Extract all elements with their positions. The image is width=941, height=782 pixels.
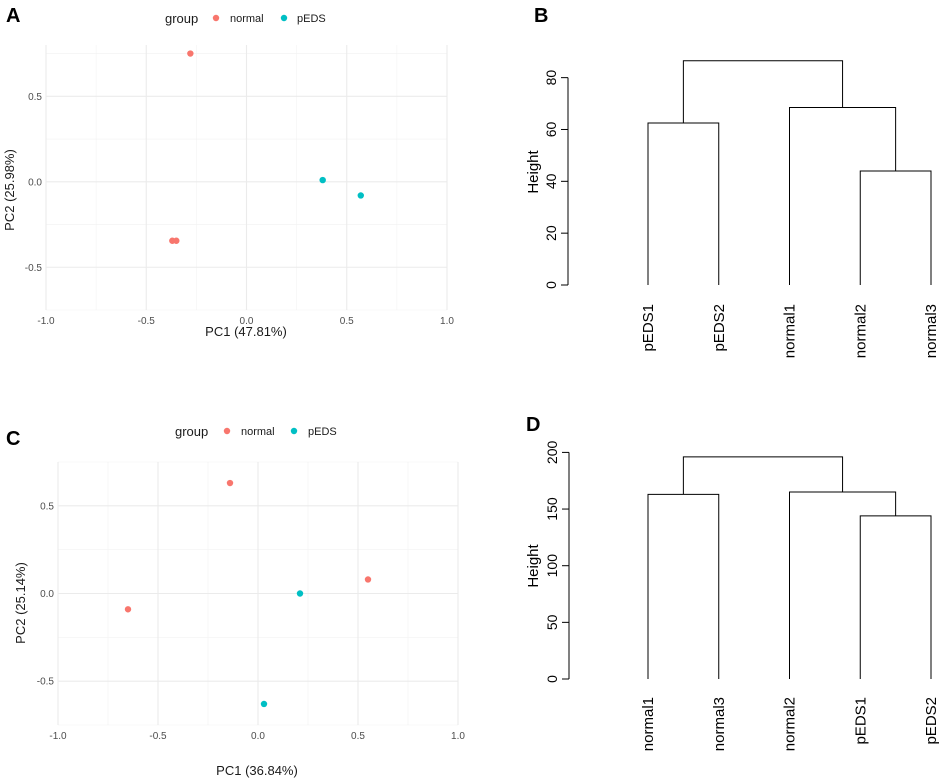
y-axis-title: PC2 (25.14%) <box>13 562 28 644</box>
dendrogram-links <box>647 456 932 679</box>
legend-label-normal: normal <box>230 13 264 25</box>
y-tick-label: 20 <box>543 225 559 241</box>
x-tick-labels: -1.0 -0.5 0.0 0.5 1.0 <box>49 731 465 742</box>
y-tick-label: 40 <box>543 173 559 189</box>
panel-letter-b: B <box>534 5 548 27</box>
dendrogram-b: 0 20 40 60 80 pEDS1 pEDS2 normal1 normal2 normal… <box>525 60 940 358</box>
legend-swatch-normal <box>212 14 220 22</box>
x-tick-label: -1.0 <box>37 316 55 327</box>
y-tick-label: 100 <box>544 554 560 578</box>
x-tick-label: 0.5 <box>351 731 365 742</box>
data-point-normal <box>364 576 372 583</box>
data-point-peds <box>319 176 326 184</box>
y-tick-label: 60 <box>543 121 559 137</box>
x-tick-label: 1.0 <box>451 731 465 742</box>
data-point-normal <box>173 237 180 244</box>
y-axis: 0 50 100 150 200 <box>544 441 570 683</box>
y-tick-label: 0 <box>544 675 560 683</box>
legend-label-peds: pEDS <box>297 13 326 25</box>
y-axis: 0 20 40 60 80 <box>543 70 569 289</box>
leaf-label: normal1 <box>640 697 657 751</box>
dendrogram-link <box>647 493 720 679</box>
y-tick-label: 0.0 <box>40 589 54 600</box>
data-point-peds <box>296 590 304 597</box>
y-tick-labels: 0.5 0.0 -0.5 <box>25 92 43 274</box>
y-axis-title: Height <box>525 149 542 193</box>
leaf-label: pEDS2 <box>711 304 728 352</box>
data-point-normal <box>124 606 132 613</box>
x-tick-label: -1.0 <box>49 731 67 742</box>
legend-label-peds: pEDS <box>308 426 337 438</box>
leaf-label: normal3 <box>711 697 728 751</box>
legend-title: group <box>165 11 198 26</box>
y-tick-label: 80 <box>543 70 559 86</box>
leaf-labels: pEDS1 pEDS2 normal1 normal2 normal3 <box>640 304 940 358</box>
leaf-label: normal1 <box>782 304 799 358</box>
leaf-label: normal3 <box>923 304 940 358</box>
x-tick-label: 0.5 <box>340 316 354 327</box>
y-tick-label: 200 <box>544 441 560 465</box>
legend-title: group <box>175 424 208 439</box>
y-tick-label: 0.0 <box>28 177 42 188</box>
dendrogram-link <box>859 515 932 679</box>
y-axis-title: PC2 (25.98%) <box>2 149 17 231</box>
pca-plot-a: -1.0 -0.5 0.0 0.5 1.0 0.5 0.0 -0.5 PC1 (47.81%… <box>2 11 454 339</box>
y-axis-title: Height <box>525 543 542 587</box>
x-axis-title: PC1 (36.84%) <box>216 763 298 778</box>
grid-lines <box>45 45 448 311</box>
y-tick-label: -0.5 <box>37 677 55 688</box>
dendrogram-d: 0 50 100 150 200 normal1 normal3 normal2 pEDS1 p… <box>525 441 940 752</box>
data-points <box>124 479 372 708</box>
x-tick-label: -0.5 <box>149 731 167 742</box>
data-point-peds <box>357 192 364 199</box>
leaf-labels: normal1 normal3 normal2 pEDS1 pEDS2 <box>640 697 940 751</box>
grid-lines <box>57 461 459 726</box>
legend-swatch-peds <box>280 14 288 22</box>
panel-letter-c: C <box>6 428 20 450</box>
pca-plot-c: -1.0 -0.5 0.0 0.5 1.0 0.5 0.0 -0.5 PC1 (36.84%… <box>13 424 465 778</box>
leaf-label: pEDS1 <box>640 304 657 352</box>
x-tick-label: -0.5 <box>138 316 156 327</box>
dendrogram-link <box>859 170 932 285</box>
data-point-normal <box>187 50 194 57</box>
x-tick-labels: -1.0 -0.5 0.0 0.5 1.0 <box>37 316 454 327</box>
legend-label-normal: normal <box>241 426 275 438</box>
leaf-label: normal2 <box>782 697 799 751</box>
legend-swatch-peds <box>290 427 298 435</box>
x-tick-label: 1.0 <box>440 316 454 327</box>
dendrogram-link <box>682 60 844 124</box>
data-points <box>169 50 364 244</box>
x-tick-label: 0.0 <box>251 731 265 742</box>
y-tick-label: 150 <box>544 497 560 521</box>
y-tick-labels: 0.5 0.0 -0.5 <box>37 501 55 687</box>
y-tick-label: 0.5 <box>40 501 54 512</box>
dendrogram-link <box>789 491 897 679</box>
leaf-label: normal2 <box>852 304 869 358</box>
data-point-peds <box>260 700 268 708</box>
data-point-normal <box>226 479 234 487</box>
legend: group normal pEDS <box>165 11 326 26</box>
leaf-label: pEDS2 <box>923 697 940 745</box>
dendrogram-link <box>682 456 844 495</box>
legend-swatch-normal <box>223 427 231 435</box>
x-tick-label: 0.0 <box>240 316 254 327</box>
y-tick-label: 50 <box>544 614 560 630</box>
y-tick-label: 0.5 <box>28 92 42 103</box>
y-tick-label: 0 <box>543 281 559 289</box>
dendrogram-link <box>647 122 720 285</box>
legend: group normal pEDS <box>175 424 337 439</box>
dendrogram-links <box>647 60 932 285</box>
panel-letter-a: A <box>6 5 20 27</box>
x-axis-title: PC1 (47.81%) <box>205 324 287 339</box>
y-tick-label: -0.5 <box>25 263 43 274</box>
dendrogram-link <box>789 106 897 285</box>
panel-letter-d: D <box>526 414 540 436</box>
leaf-label: pEDS1 <box>852 697 869 745</box>
